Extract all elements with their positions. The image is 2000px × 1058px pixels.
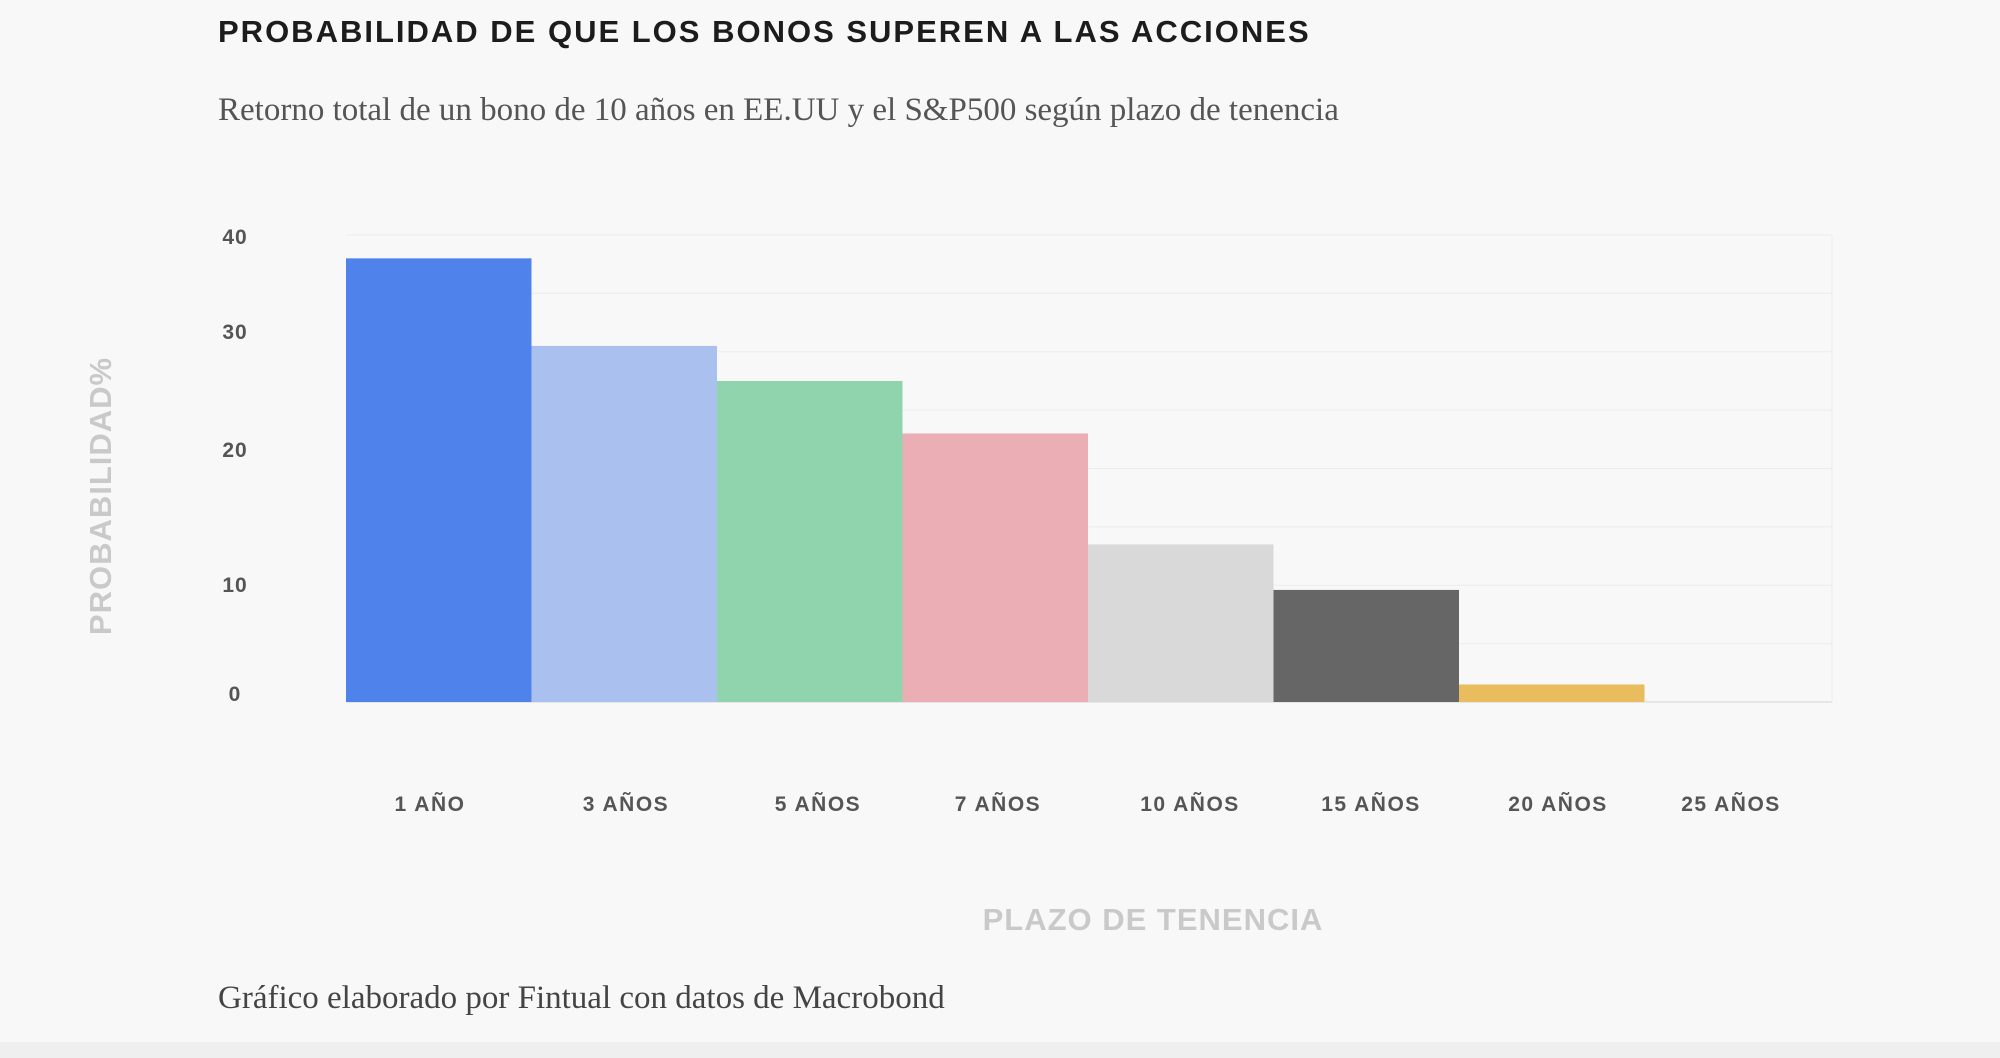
bar-5-años [717, 380, 903, 702]
bar-15-años [1273, 589, 1459, 702]
y-tick-label: 20 [222, 439, 247, 462]
chart-subtitle: Retorno total de un bono de 10 años en E… [218, 92, 1339, 128]
x-tick-label: 20 AÑOS [1508, 793, 1608, 816]
x-tick-label: 10 AÑOS [1140, 793, 1240, 816]
x-axis-label: PLAZO DE TENENCIA [983, 902, 1324, 937]
y-tick-label: 0 [229, 683, 242, 706]
bar-chart: 0 10 20 30 40 1 AÑO 3 AÑOS 5 AÑOS 7 AÑOS 10 AÑOS… [83, 226, 1833, 937]
bar-20-años [1459, 684, 1645, 702]
bar-3-años [531, 345, 717, 702]
y-axis-label: PROBABILIDAD% [83, 357, 118, 635]
y-tick-label: 40 [222, 226, 247, 249]
x-tick-label: 15 AÑOS [1321, 793, 1421, 816]
chart-title: PROBABILIDAD DE QUE LOS BONOS SUPEREN A … [218, 14, 1311, 49]
y-axis-ticks: 0 10 20 30 40 [222, 226, 247, 706]
x-tick-label: 3 AÑOS [583, 793, 669, 816]
x-tick-label: 1 AÑO [395, 793, 466, 816]
bars [346, 258, 1645, 702]
x-tick-label: 7 AÑOS [955, 793, 1041, 816]
bar-1-año [346, 258, 532, 702]
x-axis-ticks: 1 AÑO 3 AÑOS 5 AÑOS 7 AÑOS 10 AÑOS 15 AÑOS 20 … [395, 793, 1781, 816]
page-bottom-strip [0, 1042, 2000, 1058]
x-tick-label: 25 AÑOS [1681, 793, 1781, 816]
bar-7-años [902, 433, 1088, 702]
bar-10-años [1088, 544, 1274, 702]
chart-source-caption: Gráfico elaborado por Fintual con datos … [218, 980, 945, 1016]
y-tick-label: 10 [222, 574, 247, 597]
y-tick-label: 30 [222, 321, 247, 344]
x-tick-label: 5 AÑOS [775, 793, 861, 816]
